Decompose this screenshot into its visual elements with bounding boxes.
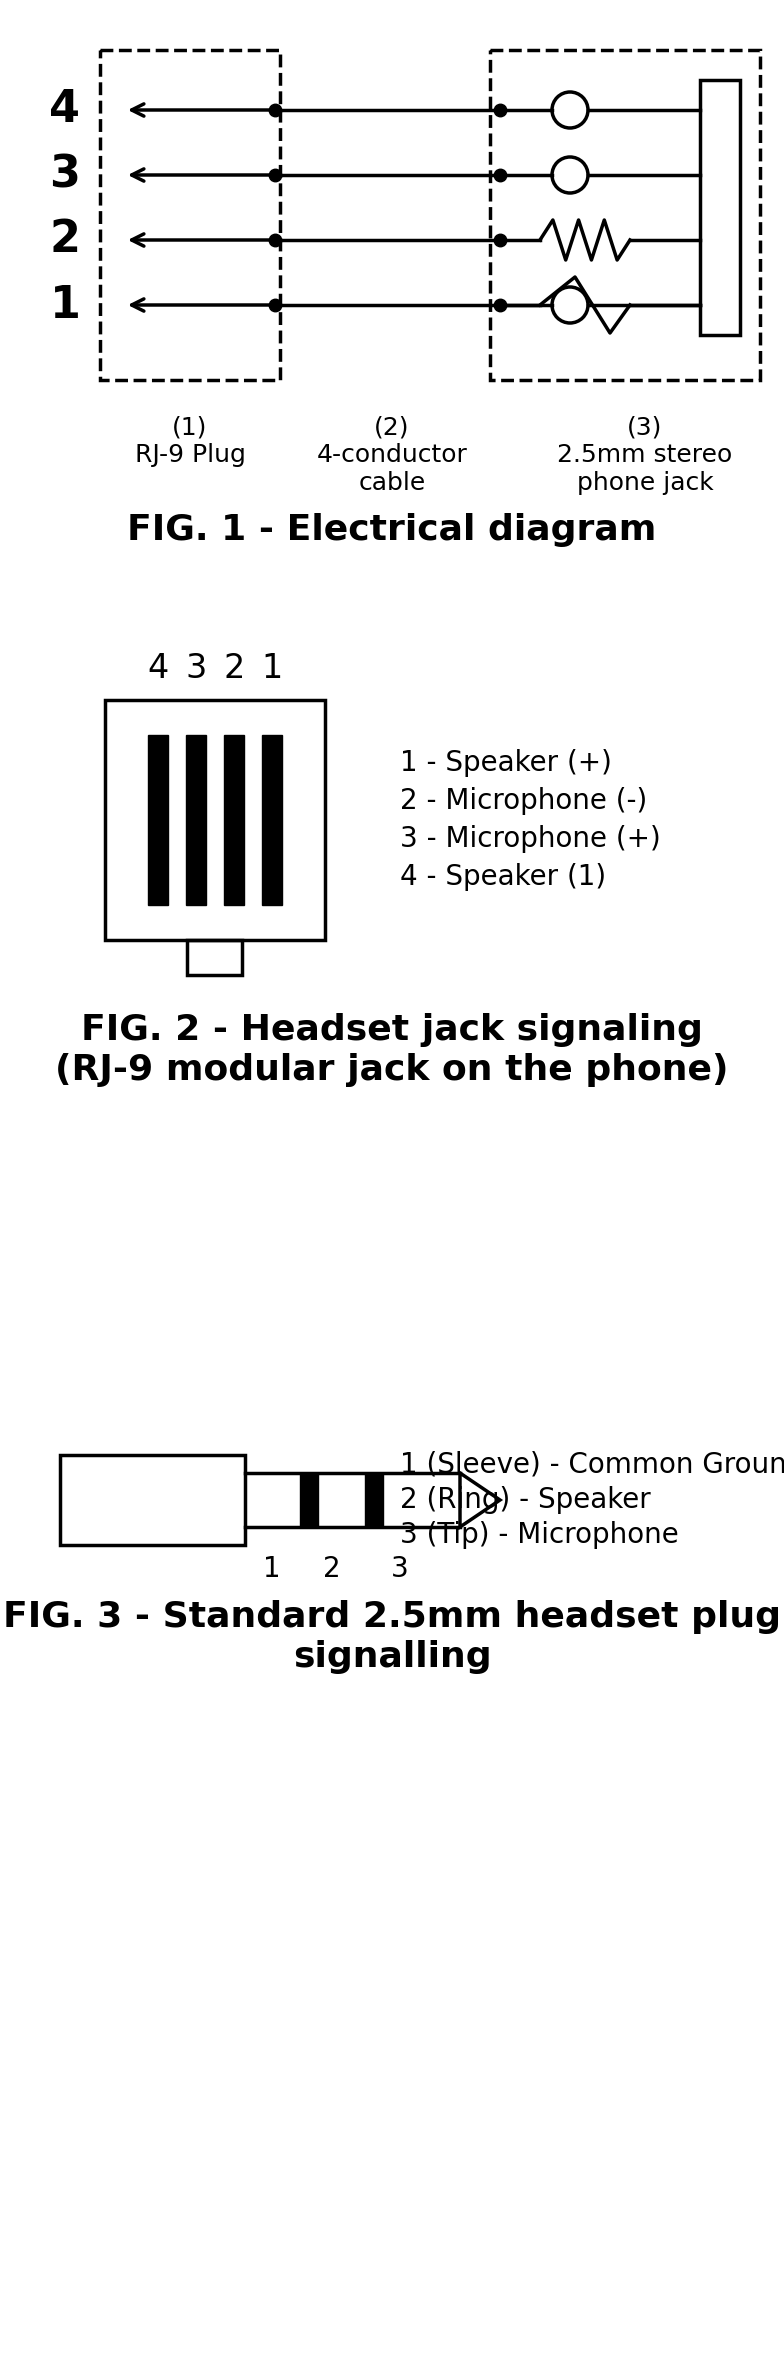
Bar — [60, 1454, 245, 1544]
Bar — [365, 1473, 383, 1527]
Bar — [148, 734, 168, 905]
Text: 4 - Speaker (1): 4 - Speaker (1) — [400, 862, 606, 890]
Text: (3)
2.5mm stereo
phone jack: (3) 2.5mm stereo phone jack — [557, 414, 732, 495]
Text: 1 (Sleeve) - Common Ground: 1 (Sleeve) - Common Ground — [400, 1452, 784, 1480]
Text: FIG. 3 - Standard 2.5mm headset plug: FIG. 3 - Standard 2.5mm headset plug — [3, 1601, 781, 1634]
Text: 2: 2 — [223, 651, 245, 684]
Text: 2 - Microphone (-): 2 - Microphone (-) — [400, 786, 648, 815]
Bar — [262, 734, 282, 905]
Text: 4: 4 — [49, 88, 81, 133]
Text: 2: 2 — [323, 1556, 341, 1582]
Text: 2: 2 — [49, 218, 81, 260]
Text: 1: 1 — [261, 651, 282, 684]
Text: (2)
4-conductor
cable: (2) 4-conductor cable — [317, 414, 467, 495]
Text: 1: 1 — [49, 284, 81, 327]
Text: (RJ-9 modular jack on the phone): (RJ-9 modular jack on the phone) — [55, 1054, 729, 1087]
Text: 3: 3 — [49, 154, 81, 197]
Bar — [300, 1473, 318, 1527]
Text: FIG. 2 - Headset jack signaling: FIG. 2 - Headset jack signaling — [81, 1014, 703, 1047]
Text: 2 (Ring) - Speaker: 2 (Ring) - Speaker — [400, 1487, 651, 1513]
Text: 4: 4 — [147, 651, 169, 684]
Text: signalling: signalling — [292, 1641, 492, 1674]
Bar — [700, 81, 740, 334]
Text: 3 (Tip) - Microphone: 3 (Tip) - Microphone — [400, 1520, 679, 1549]
Text: 1 - Speaker (+): 1 - Speaker (+) — [400, 748, 612, 777]
Bar — [186, 734, 206, 905]
Text: (1)
RJ-9 Plug: (1) RJ-9 Plug — [135, 414, 245, 466]
Text: 3: 3 — [185, 651, 207, 684]
Polygon shape — [460, 1473, 500, 1527]
Text: 1: 1 — [263, 1556, 281, 1582]
Text: FIG. 1 - Electrical diagram: FIG. 1 - Electrical diagram — [127, 514, 657, 547]
Bar — [224, 734, 244, 905]
Bar — [105, 701, 325, 940]
Text: 3 - Microphone (+): 3 - Microphone (+) — [400, 824, 661, 852]
Text: 3: 3 — [391, 1556, 409, 1582]
